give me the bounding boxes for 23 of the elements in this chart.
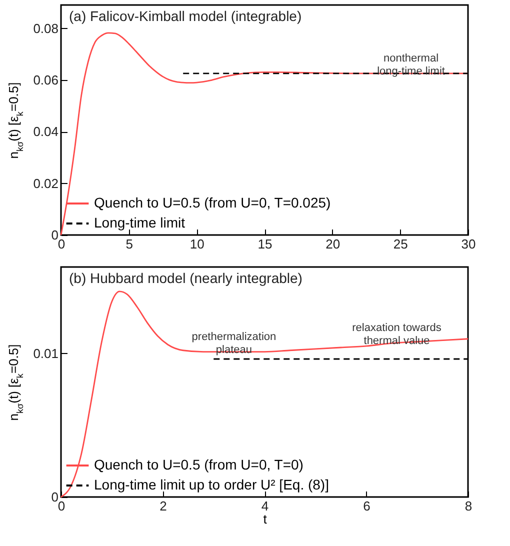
chart-title: (a) Falicov-Kimball model (integrable) xyxy=(69,8,302,24)
x-tick-label: 15 xyxy=(258,236,272,252)
y-tick-label: 0.06 xyxy=(33,72,58,88)
y-tick-label: 0.01 xyxy=(33,346,58,361)
legend-label: Long-time limit up to order U² [Eq. (8)] xyxy=(94,476,329,492)
x-tick-label: 6 xyxy=(363,498,370,514)
x-tick-label: 4 xyxy=(261,498,269,514)
x-tick-label: 20 xyxy=(326,236,340,252)
x-tick-label: 25 xyxy=(393,236,408,252)
chart-title: (b) Hubbard model (nearly integrable) xyxy=(69,270,302,286)
legend-label: Quench to U=0.5 (from U=0, T=0) xyxy=(94,456,304,472)
legend-label: Long-time limit xyxy=(94,214,186,230)
x-tick-label: 10 xyxy=(190,236,204,252)
legend-label: Quench to U=0.5 (from U=0, T=0.025) xyxy=(94,194,331,210)
x-tick-label: 30 xyxy=(461,236,476,252)
y-tick-label: 0.02 xyxy=(33,176,58,191)
y-tick-label: 0.04 xyxy=(33,124,58,140)
x-tick-label: 2 xyxy=(160,498,167,514)
y-tick-label: 0.08 xyxy=(33,20,58,36)
x-tick-label: 5 xyxy=(126,236,133,252)
line-series xyxy=(60,290,469,498)
x-tick-label: 8 xyxy=(464,498,472,514)
x-axis-title: t xyxy=(263,512,268,526)
